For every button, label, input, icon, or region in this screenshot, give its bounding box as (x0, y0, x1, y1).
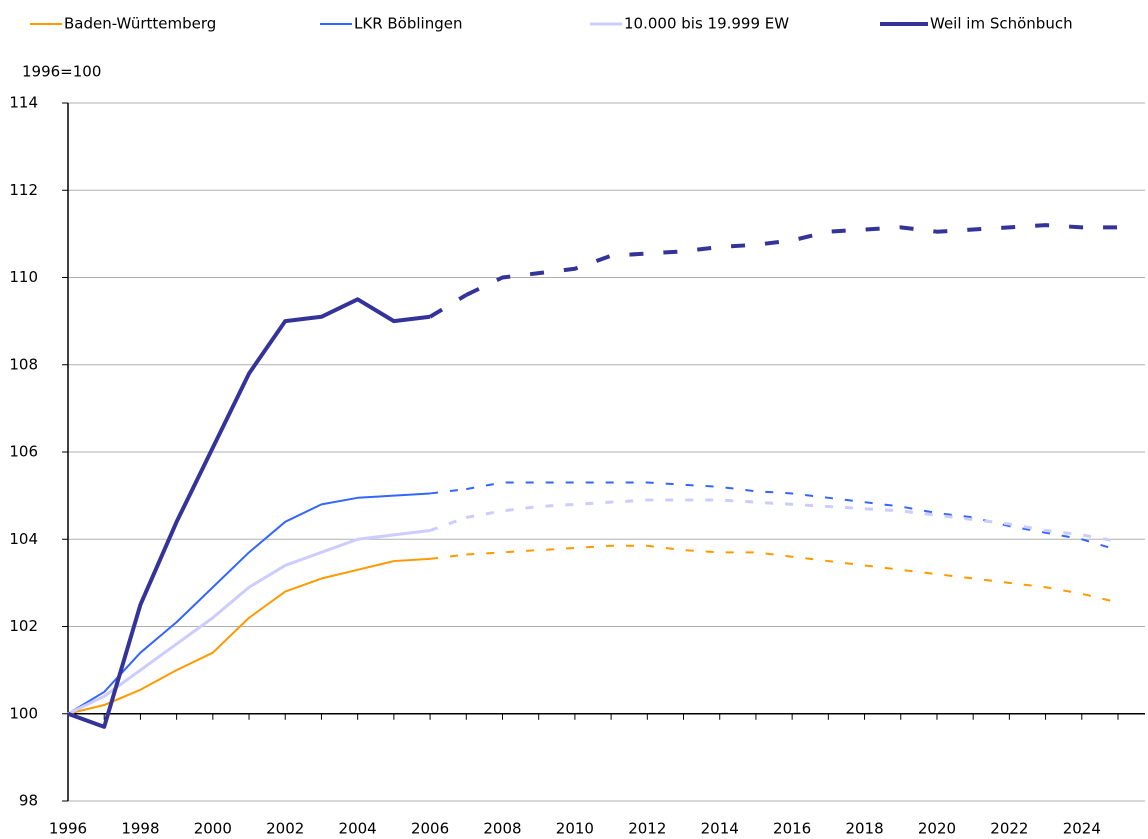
x-tick-label: 2024 (1063, 820, 1101, 838)
y-axis-label: 1996=100 (22, 63, 101, 81)
y-tick-label: 108 (9, 355, 38, 373)
line-projection (465, 223, 1118, 297)
y-tick-label: 106 (9, 443, 38, 461)
y-tick-label: 112 (9, 181, 38, 199)
line-actual (67, 529, 431, 716)
x-tick-label: 1998 (121, 820, 159, 838)
y-tick-label: 104 (9, 530, 38, 548)
x-tick-label: 2008 (483, 820, 521, 838)
y-tick-label: 98 (19, 792, 38, 810)
legend-label: Baden-Württemberg (64, 15, 216, 33)
x-tick-label: 2010 (556, 820, 594, 838)
x-tick-label: 2018 (845, 820, 883, 838)
line-connector (429, 488, 467, 495)
line-connector (429, 553, 467, 560)
line-connector (429, 293, 468, 319)
line-projection (466, 498, 1119, 543)
line-connector (429, 516, 467, 532)
y-tick-label: 100 (9, 704, 38, 722)
line-actual (67, 297, 431, 729)
x-tick-label: 1996 (49, 820, 87, 838)
x-tick-label: 2000 (194, 820, 232, 838)
line-actual (67, 492, 431, 715)
legend-label: 10.000 bis 19.999 EW (624, 15, 789, 33)
line-projection (466, 544, 1119, 604)
legend-label: LKR Böblingen (354, 15, 462, 33)
x-tick-label: 2006 (411, 820, 449, 838)
y-tick-label: 102 (9, 617, 38, 635)
x-tick-label: 2002 (266, 820, 304, 838)
x-tick-label: 2016 (773, 820, 811, 838)
x-tick-label: 2004 (339, 820, 377, 838)
line-projection (466, 481, 1119, 552)
x-tick-label: 2012 (628, 820, 666, 838)
y-tick-label: 110 (9, 268, 38, 286)
legend-label: Weil im Schönbuch (930, 15, 1073, 33)
x-tick-label: 2020 (918, 820, 956, 838)
y-tick-label: 114 (9, 94, 38, 112)
x-tick-label: 2022 (990, 820, 1028, 838)
x-tick-label: 2014 (701, 820, 739, 838)
line-actual (67, 557, 431, 715)
